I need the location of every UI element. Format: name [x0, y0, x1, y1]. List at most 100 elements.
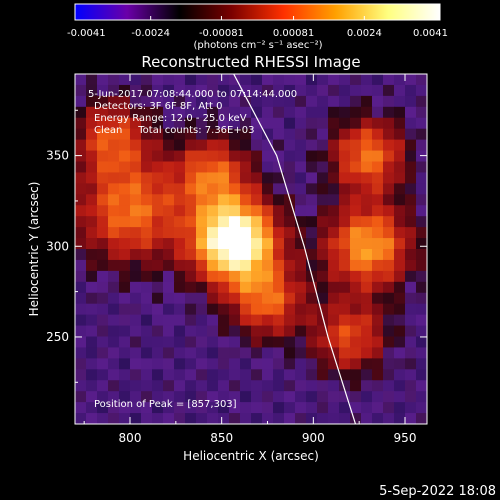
heatmap-pixel	[394, 259, 406, 272]
heatmap-pixel	[251, 358, 263, 370]
heatmap-pixel	[86, 270, 98, 283]
heatmap-pixel	[97, 95, 109, 108]
heatmap-pixel	[174, 216, 186, 228]
heatmap-pixel	[229, 336, 241, 349]
heatmap-pixel	[394, 281, 406, 294]
heatmap-pixel	[383, 303, 395, 316]
heatmap-pixel	[130, 292, 142, 305]
heatmap-pixel	[240, 402, 252, 414]
heatmap-pixel	[141, 369, 153, 381]
heatmap-pixel	[240, 259, 252, 272]
heatmap-pixel	[207, 95, 219, 108]
heatmap-pixel	[317, 95, 329, 108]
heatmap-pixel	[218, 194, 230, 206]
heatmap-pixel	[251, 106, 263, 119]
heatmap-pixel	[317, 413, 329, 424]
heatmap-pixel	[306, 216, 318, 228]
heatmap-pixel	[405, 139, 417, 152]
heatmap-pixel	[361, 172, 373, 184]
heatmap-pixel	[152, 249, 164, 261]
heatmap-pixel	[273, 183, 285, 195]
heatmap-pixel	[240, 391, 252, 403]
heatmap-pixel	[108, 259, 120, 272]
heatmap-pixel	[361, 139, 373, 152]
heatmap-pixel	[75, 391, 87, 403]
heatmap-pixel	[416, 281, 427, 294]
heatmap-pixel	[240, 336, 252, 349]
heatmap-pixel	[295, 413, 307, 424]
heatmap-pixel	[383, 172, 395, 184]
heatmap-pixel	[174, 172, 186, 184]
heatmap-pixel	[372, 139, 384, 152]
heatmap-pixel	[75, 413, 87, 424]
heatmap-pixel	[196, 150, 208, 163]
heatmap-pixel	[97, 391, 109, 403]
heatmap-pixel	[130, 183, 142, 195]
heatmap-pixel	[372, 74, 384, 86]
heatmap-pixel	[86, 139, 98, 152]
heatmap-pixel	[163, 128, 175, 141]
heatmap-pixel	[174, 325, 186, 338]
heatmap-pixel	[185, 402, 197, 414]
heatmap-pixel	[240, 238, 252, 250]
heatmap-pixel	[295, 336, 307, 349]
heatmap-pixel	[295, 117, 307, 130]
heatmap-pixel	[185, 161, 197, 174]
annotation-energy: Energy Range: 12.0 - 25.0 keV	[94, 113, 247, 124]
heatmap-pixel	[405, 84, 417, 97]
heatmap-pixel	[152, 150, 164, 163]
heatmap-pixel	[185, 325, 197, 338]
heatmap-pixel	[229, 106, 241, 119]
heatmap-pixel	[141, 380, 153, 392]
heatmap-pixel	[405, 150, 417, 163]
heatmap-pixel	[350, 172, 362, 184]
heatmap-pixel	[361, 325, 373, 338]
x-tick-label: 850	[210, 431, 233, 445]
heatmap-pixel	[251, 249, 263, 261]
heatmap-pixel	[141, 216, 153, 228]
heatmap-pixel	[174, 183, 186, 195]
colorbar-tick-label: -0.0041	[67, 28, 106, 39]
heatmap-pixel	[141, 391, 153, 403]
heatmap-pixel	[75, 369, 87, 381]
heatmap-pixel	[196, 216, 208, 228]
heatmap-pixel	[251, 150, 263, 163]
heatmap-pixel	[416, 402, 427, 414]
colorbar-tick-label: 0.0024	[347, 28, 382, 39]
heatmap-pixel	[229, 292, 241, 305]
heatmap-pixel	[361, 205, 373, 217]
heatmap-pixel	[350, 336, 362, 349]
heatmap-pixel	[185, 358, 197, 370]
heatmap-pixel	[218, 216, 230, 228]
heatmap-pixel	[207, 205, 219, 217]
heatmap-pixel	[394, 227, 406, 239]
heatmap-pixel	[218, 205, 230, 217]
heatmap-pixel	[196, 369, 208, 381]
heatmap-pixel	[317, 380, 329, 392]
heatmap-pixel	[251, 292, 263, 305]
heatmap-pixel	[108, 194, 120, 206]
heatmap-pixel	[405, 270, 417, 283]
heatmap-pixel	[108, 336, 120, 349]
heatmap-pixel	[416, 303, 427, 316]
heatmap-pixel	[218, 238, 230, 250]
heatmap-pixel	[196, 161, 208, 174]
heatmap-pixel	[185, 249, 197, 261]
heatmap-pixel	[372, 84, 384, 97]
heatmap-pixel	[97, 303, 109, 316]
heatmap-pixel	[306, 84, 318, 97]
heatmap-pixel	[229, 238, 241, 250]
heatmap-pixel	[163, 303, 175, 316]
heatmap-pixel	[185, 183, 197, 195]
heatmap-pixel	[86, 391, 98, 403]
heatmap-pixel	[119, 347, 131, 359]
heatmap-pixel	[361, 194, 373, 206]
heatmap-pixel	[174, 380, 186, 392]
heatmap-pixel	[207, 194, 219, 206]
heatmap-pixel	[273, 347, 285, 359]
heatmap-pixel	[295, 161, 307, 174]
heatmap-pixel	[372, 391, 384, 403]
heatmap-pixel	[295, 84, 307, 97]
heatmap-pixel	[229, 139, 241, 152]
heatmap-pixel	[218, 183, 230, 195]
